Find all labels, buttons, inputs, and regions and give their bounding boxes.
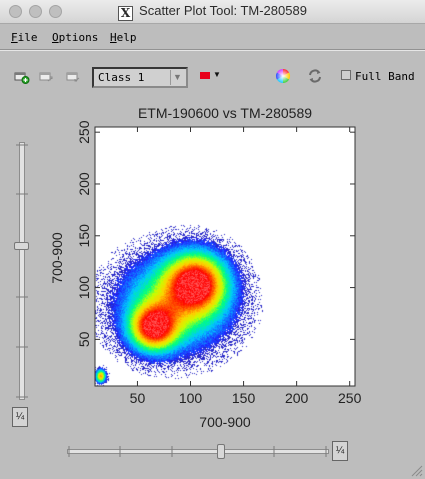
menu-options-rest: ptions (58, 31, 99, 44)
window-title: Scatter Plot Tool: TM-280589 (139, 3, 307, 18)
y-axis-label: 700-900 (49, 232, 65, 284)
class-select[interactable]: Class 1 ▼ (92, 67, 188, 88)
refresh-icon[interactable] (307, 68, 323, 84)
vertical-slider-thumb[interactable] (14, 242, 29, 250)
horizontal-slider-value-box[interactable]: ¼ (332, 441, 348, 461)
title-bar: X Scatter Plot Tool: TM-280589 (0, 0, 425, 24)
full-band-checkbox[interactable] (341, 70, 351, 80)
class-color-button[interactable]: ▼ (197, 70, 223, 82)
resize-grip-icon[interactable] (409, 463, 423, 477)
x-tick-label: 250 (338, 390, 362, 406)
menu-file-mnemonic: F (11, 31, 18, 44)
import-class-icon[interactable] (66, 70, 82, 84)
full-band-label: Full Band (355, 70, 415, 83)
y-tick-label: 250 (76, 120, 92, 144)
export-class-icon[interactable] (39, 70, 55, 84)
horizontal-slider-track[interactable] (67, 449, 329, 454)
y-tick-label: 200 (76, 172, 92, 196)
vertical-slider-track[interactable] (19, 142, 25, 400)
menu-bar: File Options Help (0, 25, 425, 51)
menu-help-mnemonic: H (110, 31, 117, 44)
scatter-plot-area[interactable] (95, 127, 355, 386)
density-heatmap (95, 127, 355, 386)
add-class-icon[interactable] (14, 70, 30, 84)
close-window-button[interactable] (9, 5, 22, 18)
color-dropdown-arrow-icon: ▼ (213, 70, 221, 79)
menu-file-rest: ile (17, 31, 38, 44)
menu-options-mnemonic: O (52, 31, 59, 44)
minimize-window-button[interactable] (29, 5, 42, 18)
x11-logo-icon: X (118, 6, 134, 21)
x-tick-label: 100 (179, 390, 203, 406)
vertical-slider-ticks (16, 144, 28, 398)
menu-file[interactable]: File (11, 31, 38, 44)
vertical-slider-value-box[interactable]: ¼ (12, 407, 28, 427)
x-tick-label: 200 (285, 390, 309, 406)
chevron-down-icon[interactable]: ▼ (170, 70, 184, 85)
zoom-window-button[interactable] (49, 5, 62, 18)
x-tick-label: 50 (130, 390, 146, 406)
color-wheel-icon[interactable] (275, 68, 291, 84)
menu-help[interactable]: Help (110, 31, 137, 44)
horizontal-slider-ticks (68, 446, 327, 457)
y-tick-label: 150 (76, 224, 92, 248)
window-title-area: X Scatter Plot Tool: TM-280589 (0, 3, 425, 21)
y-tick-label: 50 (76, 331, 92, 347)
plot-title: ETM-190600 vs TM-280589 (137, 105, 313, 121)
y-tick-label: 100 (76, 276, 92, 300)
class-select-value: Class 1 (98, 71, 145, 84)
class-color-swatch (200, 72, 210, 79)
horizontal-slider-thumb[interactable] (217, 444, 225, 459)
menu-help-rest: elp (116, 31, 137, 44)
x-tick-label: 150 (232, 390, 256, 406)
menu-options[interactable]: Options (52, 31, 98, 44)
x-axis-label: 700-900 (199, 414, 251, 430)
